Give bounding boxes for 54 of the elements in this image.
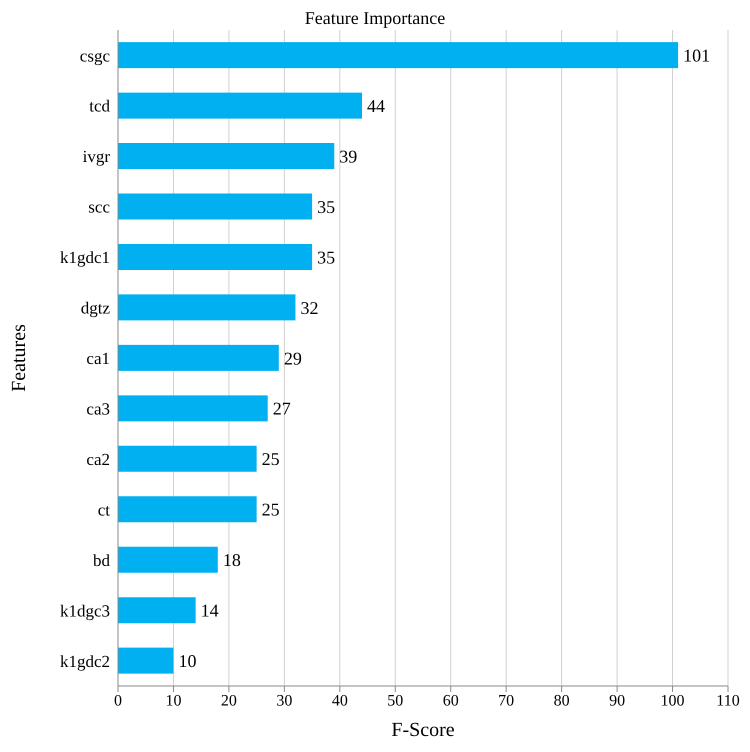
x-tick-label: 80 [554,692,570,710]
chart-title: Feature Importance [304,8,446,30]
y-axis-title: Features [8,324,30,392]
bar [118,395,268,422]
x-tick-label: 110 [716,692,740,710]
data-label: 27 [272,398,291,419]
x-tick-label: 20 [220,692,237,710]
data-label: 14 [200,600,219,621]
bar [118,496,257,522]
bar [118,143,334,170]
data-label: 35 [317,196,336,217]
bar [118,92,362,119]
data-label: 32 [300,298,318,318]
data-label: 29 [284,348,302,368]
x-tick-label: 100 [660,692,685,710]
y-tick-label: scc [88,198,110,217]
bar [118,294,296,320]
data-label: 10 [178,651,196,672]
y-tick-label: ca2 [86,450,110,469]
x-tick-label: 70 [498,692,514,710]
x-tick-label: 90 [609,692,626,710]
bar [118,42,678,68]
data-label: 44 [367,96,385,116]
y-tick-label: bd [93,550,110,570]
y-tick-label: ct [98,500,110,520]
data-label: 25 [262,500,280,520]
data-label: 18 [222,550,241,570]
x-tick-label: 40 [332,692,348,710]
y-tick-label: ca1 [86,349,110,368]
data-label: 39 [339,146,358,166]
y-tick-label: k1gdc2 [60,652,110,671]
bar [118,244,312,270]
data-label: 35 [317,247,336,268]
y-tick-label: k1dgc3 [60,601,110,620]
data-label: 25 [262,449,280,470]
x-tick-label: 50 [387,692,404,710]
bar [118,344,279,371]
x-axis-title: F-Score [391,719,455,741]
y-tick-label: tcd [89,96,110,116]
bar [118,648,174,674]
bar [118,597,196,624]
y-tick-label: dgtz [80,298,110,318]
x-tick-label: 30 [276,692,292,710]
y-tick-label: k1gdc1 [60,248,110,268]
y-tick-label: ca3 [86,399,110,418]
x-tick-label: 60 [442,692,459,710]
data-label: 101 [683,46,710,66]
x-tick-label: 0 [114,692,122,710]
bar [118,546,218,573]
bar [118,193,312,220]
bar [118,446,257,472]
x-tick-label: 10 [165,692,182,710]
y-tick-label: ivgr [82,147,110,166]
y-tick-label: csgc [80,46,110,66]
